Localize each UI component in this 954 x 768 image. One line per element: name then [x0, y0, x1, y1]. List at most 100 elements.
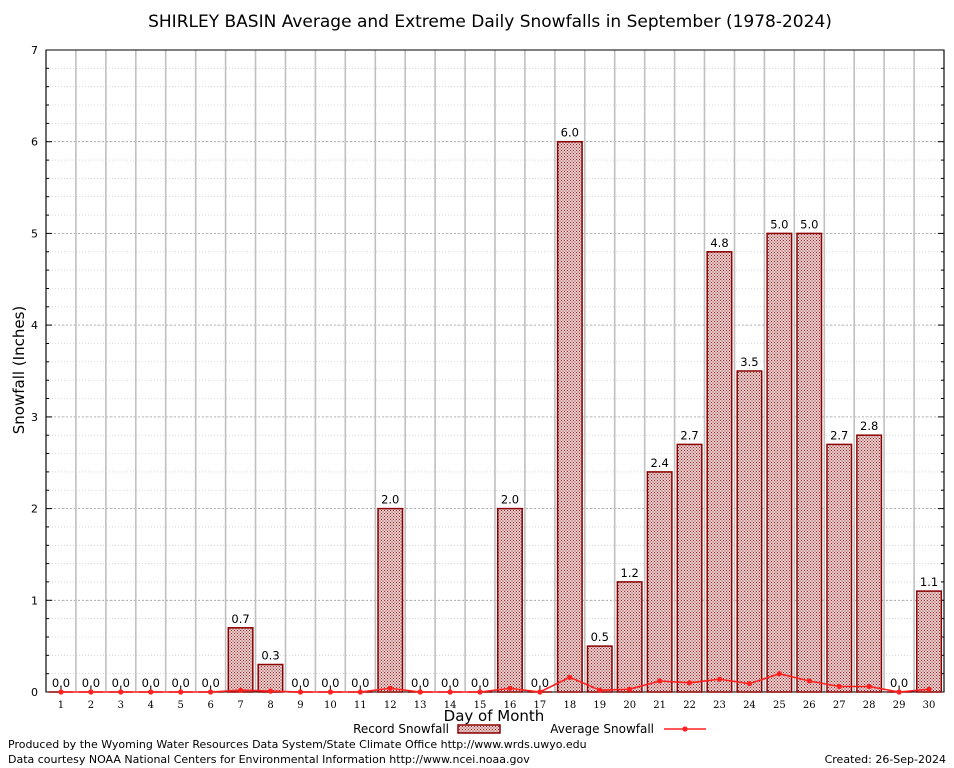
x-tick-label: 29	[893, 700, 906, 711]
x-tick-label: 19	[593, 700, 606, 711]
bar-value-label: 0.5	[591, 630, 609, 644]
y-tick-label: 0	[31, 686, 38, 699]
record-bar	[646, 471, 673, 693]
average-line-path	[61, 672, 930, 693]
record-bar	[676, 443, 703, 693]
average-point	[597, 687, 603, 693]
bar-value-label: 0.0	[531, 676, 549, 690]
bar-value-labels: 0.0 0.0 0.0 0.0 0.0 0.0 0.7 0.3 0.0 0.0 0.0 2.0 0.0 0…	[52, 126, 938, 690]
x-tick-label: 1	[58, 700, 64, 711]
record-bar	[556, 140, 583, 693]
bar-value-label: 0.7	[231, 612, 249, 626]
chart-title: SHIRLEY BASIN Average and Extreme Daily …	[148, 12, 832, 32]
bar-value-label: 0.0	[291, 676, 309, 690]
x-tick-label: 12	[384, 700, 397, 711]
bar-value-label: 0.0	[112, 676, 130, 690]
bar-value-label: 2.8	[860, 419, 878, 433]
bar-value-label: 2.0	[381, 493, 399, 507]
record-bar	[706, 251, 733, 693]
average-point	[896, 689, 902, 695]
average-point	[178, 689, 184, 695]
footer-data-courtesy: Data courtesy NOAA National Centers for …	[8, 753, 530, 766]
record-bar	[257, 663, 284, 693]
x-tick-label: 10	[324, 700, 337, 711]
bar-value-label: 0.0	[471, 676, 489, 690]
average-point	[776, 671, 783, 677]
bar-value-label: 2.7	[830, 428, 848, 442]
average-point	[866, 683, 872, 690]
bar-value-label: 2.7	[680, 428, 698, 442]
x-tick-label: 24	[743, 700, 756, 711]
x-tick-label: 11	[354, 700, 367, 711]
x-tick-label: 26	[803, 700, 816, 711]
average-point	[836, 683, 842, 690]
x-tick-labels: 1 2 3 4 5 6 7 8 9 10 11 12 13 14 15 16 17 18 19 20 21 22 23 24 2…	[58, 700, 936, 711]
average-line	[58, 671, 932, 695]
bar-value-label: 0.0	[172, 676, 190, 690]
average-point	[297, 689, 303, 695]
bar-value-label: 0.0	[142, 676, 160, 690]
x-tick-label: 21	[653, 700, 666, 711]
average-point	[477, 689, 483, 695]
average-point	[208, 689, 214, 695]
x-tick-label: 18	[563, 700, 576, 711]
average-point	[567, 674, 573, 680]
x-tick-label: 4	[148, 700, 154, 711]
record-bar	[496, 507, 523, 693]
x-tick-label: 8	[267, 700, 273, 711]
bar-value-label: 0.0	[441, 676, 459, 690]
bar-value-label: 2.0	[501, 493, 519, 507]
y-tick-label: 2	[31, 503, 38, 516]
record-bar	[616, 581, 643, 693]
footer-produced-by: Produced by the Wyoming Water Resources …	[8, 738, 587, 751]
average-point	[327, 689, 333, 695]
average-point	[627, 686, 633, 692]
average-point	[118, 689, 124, 695]
average-point	[687, 680, 693, 686]
bar-value-label: 0.0	[411, 676, 429, 690]
record-bar	[586, 645, 613, 693]
average-point	[746, 681, 753, 687]
bar-value-label: 4.8	[710, 236, 728, 250]
record-bar	[377, 507, 404, 693]
average-point	[387, 685, 393, 691]
bar-value-label: 6.0	[561, 126, 579, 140]
x-tick-label: 7	[237, 700, 243, 711]
x-tick-label: 13	[414, 700, 427, 711]
x-tick-label: 27	[833, 700, 846, 711]
x-tick-label: 17	[534, 700, 547, 711]
bar-value-label: 0.3	[261, 649, 279, 663]
average-point	[806, 678, 812, 684]
bar-value-label: 1.1	[920, 575, 938, 589]
record-bar	[736, 370, 763, 693]
average-point	[657, 678, 663, 684]
legend-label-record: Record Snowfall	[353, 722, 449, 736]
y-tick-label: 4	[31, 319, 38, 332]
x-tick-label: 6	[207, 700, 213, 711]
average-point	[537, 689, 543, 695]
x-tick-label: 25	[773, 700, 786, 711]
x-tick-label: 3	[118, 700, 124, 711]
y-tick-label: 3	[31, 411, 38, 424]
bar-value-label: 0.0	[321, 676, 339, 690]
y-tick-labels: 0 1 2 3 4 5 6 7	[31, 44, 38, 699]
record-bars	[48, 140, 943, 693]
x-tick-label: 30	[923, 700, 936, 711]
bar-value-label: 5.0	[800, 217, 818, 231]
bar-value-label: 0.0	[890, 676, 908, 690]
y-tick-label: 7	[31, 44, 38, 57]
average-point	[716, 676, 723, 682]
x-tick-label: 20	[623, 700, 636, 711]
x-tick-label: 15	[474, 700, 487, 711]
legend-swatch-record	[457, 724, 501, 734]
record-bar	[856, 434, 883, 693]
record-bar	[796, 232, 823, 693]
footer-created: Created: 26-Sep-2024	[824, 753, 946, 766]
bar-value-label: 1.2	[621, 566, 639, 580]
x-tick-label: 2	[88, 700, 94, 711]
x-tick-label: 14	[444, 700, 457, 711]
plot-frame	[45, 49, 945, 693]
x-tick-label: 9	[297, 700, 303, 711]
y-tick-label: 6	[31, 136, 38, 149]
